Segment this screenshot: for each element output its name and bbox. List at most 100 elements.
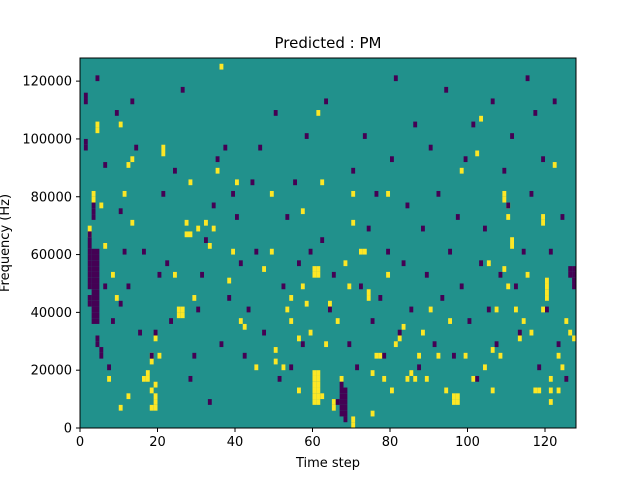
heatmap-cell-low <box>397 329 402 336</box>
heatmap-cell-high <box>541 214 546 220</box>
heatmap-cell-high <box>242 323 247 330</box>
heatmap-cell-high <box>517 335 522 342</box>
heatmap-cell-low <box>502 167 507 174</box>
heatmap-cell-low <box>297 260 301 267</box>
heatmap-cell-high <box>188 231 193 238</box>
heatmap-cell-high <box>452 393 456 400</box>
heatmap-cell-high <box>316 393 321 400</box>
heatmap-cell-high <box>525 271 530 278</box>
heatmap-cell-low <box>231 190 236 197</box>
heatmap-cell-high <box>300 283 305 290</box>
heatmap-cell-low <box>486 306 491 313</box>
heatmap-cell-high <box>494 306 499 313</box>
heatmap-cell-high <box>227 277 232 284</box>
heatmap-cell-low <box>219 341 224 348</box>
heatmap-cell-high <box>188 179 193 186</box>
heatmap-cell-high <box>149 404 154 411</box>
x-tick-label: 100 <box>455 435 480 450</box>
x-tick-label: 120 <box>533 435 558 450</box>
heatmap-cell-low <box>87 266 92 272</box>
heatmap-cell-low <box>95 260 100 267</box>
heatmap-cell-high <box>145 375 150 382</box>
heatmap-cell-high <box>316 399 321 405</box>
x-tick-label: 60 <box>304 435 321 450</box>
heatmap-cell-high <box>541 219 546 226</box>
heatmap-cell-high <box>448 318 453 324</box>
heatmap-cell-high <box>401 323 406 330</box>
heatmap-cell-high <box>153 404 158 411</box>
heatmap-cell-low <box>161 190 166 197</box>
heatmap-cell-low <box>467 318 472 324</box>
heatmap-cell-high <box>351 416 356 423</box>
heatmap-cell-low <box>463 156 468 163</box>
heatmap-cell-low <box>111 318 115 324</box>
heatmap-cell-high <box>316 110 321 116</box>
heatmap-cell-low <box>95 306 100 313</box>
heatmap-cell-low <box>91 260 96 267</box>
heatmap-cell-high <box>475 150 480 157</box>
heatmap-cell-low <box>355 364 360 371</box>
heatmap-cell-low <box>91 266 96 272</box>
heatmap-cell-low <box>289 364 294 371</box>
heatmap-cell-high <box>545 283 549 290</box>
heatmap-cell-high <box>207 243 212 249</box>
heatmap-cell-high <box>87 225 92 232</box>
heatmap-cell-low <box>331 271 336 278</box>
heatmap-cell-high <box>347 283 352 290</box>
x-axis-label: Time step <box>295 456 360 471</box>
heatmap-cell-low <box>227 295 232 301</box>
heatmap-background <box>80 58 576 428</box>
heatmap-cell-high <box>486 260 491 267</box>
heatmap-cell-low <box>339 387 344 394</box>
heatmap-cell-low <box>87 271 92 278</box>
heatmap-cell-low <box>413 121 418 128</box>
heatmap-cell-high <box>572 335 577 342</box>
heatmap-cell-high <box>312 393 317 400</box>
heatmap-cell-high <box>95 121 100 128</box>
heatmap-cell-low <box>153 329 158 336</box>
heatmap-cell-low <box>169 318 174 324</box>
heatmap-cell-high <box>545 295 549 301</box>
y-tick-label: 20000 <box>31 364 72 379</box>
heatmap-cell-low <box>215 156 220 163</box>
heatmap-cell-low <box>180 86 185 93</box>
heatmap-cell-low <box>393 75 398 82</box>
heatmap-cell-low <box>498 271 503 278</box>
heatmap-cell-low <box>91 277 96 284</box>
heatmap-cell-low <box>126 283 131 290</box>
heatmap-cell-low <box>401 260 406 267</box>
heatmap-cell-high <box>153 399 158 405</box>
heatmap-cell-low <box>250 179 255 186</box>
heatmap-cell-high <box>545 277 549 284</box>
heatmap-cell-low <box>87 248 92 255</box>
heatmap-cell-high <box>289 295 294 301</box>
heatmap-cell-low <box>91 300 96 307</box>
heatmap-cell-high <box>405 375 410 382</box>
heatmap-cell-high <box>211 225 216 232</box>
heatmap-cell-low <box>343 410 348 417</box>
chart-title: Predicted : PM <box>275 34 382 52</box>
heatmap-cell-high <box>285 306 290 313</box>
heatmap-cell-high <box>103 243 108 249</box>
heatmap-cell-low <box>568 266 573 272</box>
heatmap-cell-low <box>339 404 344 411</box>
heatmap-cell-low <box>91 208 96 215</box>
heatmap-cell-low <box>99 352 104 359</box>
heatmap-cell-low <box>483 225 487 232</box>
heatmap-cell-low <box>335 399 340 405</box>
heatmap-cell-high <box>126 393 131 400</box>
heatmap-cell-high <box>173 271 177 278</box>
heatmap-cell-low <box>87 295 92 301</box>
heatmap-cell-high <box>339 375 344 382</box>
heatmap-cell-low <box>188 375 193 382</box>
heatmap-cell-high <box>463 352 468 359</box>
heatmap-cell-low <box>436 190 441 197</box>
heatmap-cell-high <box>316 370 321 376</box>
heatmap-cell-high <box>238 318 243 324</box>
heatmap-cell-high <box>176 312 181 319</box>
heatmap-cell-low <box>339 381 344 388</box>
heatmap-cell-high <box>510 243 515 249</box>
heatmap-cell-low <box>99 347 104 353</box>
heatmap-cell-high <box>459 167 464 174</box>
heatmap-cell-low <box>471 121 476 128</box>
